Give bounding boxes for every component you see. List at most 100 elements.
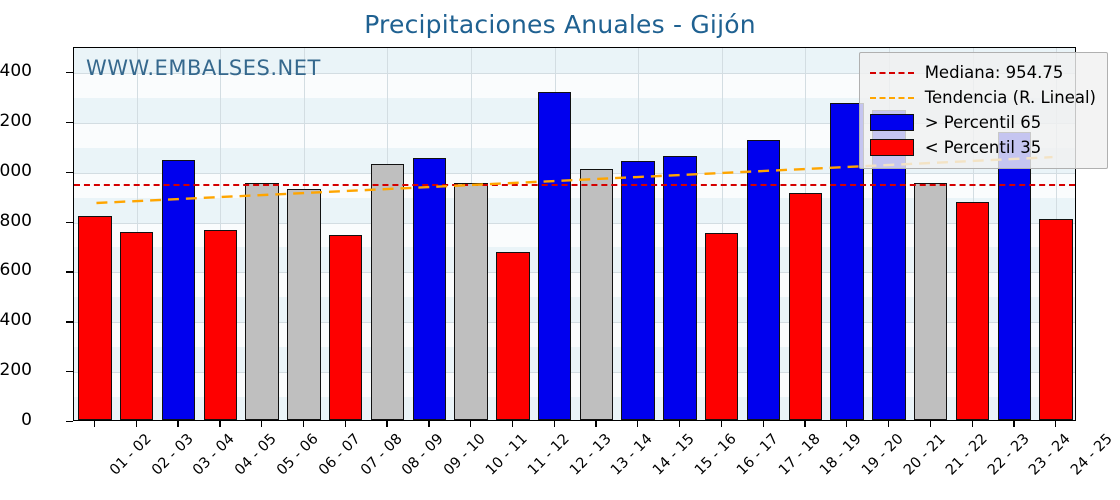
x-tick-mark bbox=[386, 421, 388, 427]
x-tick-label-06-07: 06 - 07 bbox=[315, 431, 364, 479]
y-tick-mark bbox=[66, 71, 73, 74]
x-tick-label-10-11: 10 - 11 bbox=[483, 431, 531, 479]
x-tick-mark bbox=[470, 421, 472, 427]
bar-15-16 bbox=[663, 156, 697, 420]
background-band bbox=[74, 397, 1075, 420]
bar-24-25 bbox=[1039, 219, 1073, 420]
x-tick-mark bbox=[637, 421, 639, 427]
bar-02-03 bbox=[119, 231, 154, 420]
x-tick-label-20-21: 20 - 21 bbox=[900, 431, 949, 479]
x-tick-mark bbox=[846, 421, 848, 427]
x-tick-label-04-05: 04 - 05 bbox=[232, 431, 280, 479]
background-band bbox=[74, 297, 1075, 323]
x-tick-label-16-17: 16 - 17 bbox=[733, 431, 782, 479]
y-tick-label: 1200 bbox=[0, 110, 32, 131]
bar-07-08 bbox=[328, 235, 363, 420]
legend-label-high: > Percentil 65 bbox=[924, 113, 1042, 132]
background-band bbox=[74, 247, 1075, 273]
gridline-horizontal bbox=[74, 172, 1075, 174]
y-tick-label: 400 bbox=[0, 310, 32, 331]
legend-item-trend: Tendencia (R. Lineal) bbox=[869, 85, 1096, 110]
x-tick-mark bbox=[344, 421, 346, 427]
y-tick-label: 800 bbox=[0, 210, 32, 231]
bar-17-18 bbox=[746, 140, 781, 420]
x-tick-label-11-12: 11 - 12 bbox=[524, 431, 573, 479]
x-tick-mark bbox=[1055, 421, 1057, 427]
bar-09-10 bbox=[412, 158, 446, 420]
y-tick-label: 600 bbox=[0, 260, 32, 281]
x-tick-mark bbox=[1013, 421, 1015, 427]
y-tick-mark bbox=[66, 271, 73, 273]
background-band bbox=[74, 197, 1075, 223]
y-tick-mark bbox=[66, 321, 73, 323]
trend-dash-icon bbox=[869, 96, 914, 99]
x-tick-label-09-10: 09 - 10 bbox=[441, 431, 489, 479]
gridline-horizontal bbox=[74, 272, 1075, 274]
gridline-horizontal bbox=[74, 372, 1075, 374]
bar-10-11 bbox=[454, 183, 488, 420]
x-tick-label-05-06: 05 - 06 bbox=[274, 431, 322, 479]
bar-22-23 bbox=[955, 201, 990, 420]
page-title: Precipitaciones Anuales - Gijón bbox=[364, 10, 756, 39]
x-tick-label-21-22: 21 - 22 bbox=[942, 431, 991, 479]
chart-legend: Mediana: 954.75 Tendencia (R. Lineal) > … bbox=[858, 52, 1108, 169]
median-dash-icon bbox=[869, 71, 914, 74]
bar-05-06 bbox=[245, 182, 279, 420]
x-tick-mark bbox=[428, 421, 430, 427]
legend-item-median: Mediana: 954.75 bbox=[869, 60, 1096, 85]
x-tick-mark bbox=[678, 421, 681, 427]
x-tick-label-03-04: 03 - 04 bbox=[190, 431, 239, 479]
legend-label-low: < Percentil 35 bbox=[924, 138, 1042, 157]
legend-label-trend: Tendencia (R. Lineal) bbox=[924, 88, 1096, 107]
legend-label-median: Mediana: 954.75 bbox=[924, 63, 1064, 82]
x-tick-label-12-13: 12 - 13 bbox=[566, 431, 615, 479]
x-tick-label-22-23: 22 - 23 bbox=[984, 431, 1033, 479]
x-tick-mark bbox=[804, 421, 806, 427]
y-tick-label: 1000 bbox=[0, 160, 32, 181]
y-tick-label: 1400 bbox=[0, 60, 32, 81]
bar-06-07 bbox=[287, 189, 321, 420]
x-tick-mark bbox=[219, 421, 221, 427]
x-tick-mark bbox=[720, 421, 723, 427]
gridline-horizontal bbox=[74, 222, 1075, 224]
bar-11-12 bbox=[496, 251, 530, 420]
y-tick-mark bbox=[66, 121, 73, 124]
x-tick-mark bbox=[135, 421, 137, 427]
x-tick-mark bbox=[595, 421, 597, 427]
x-tick-label-07-08: 07 - 08 bbox=[357, 431, 406, 479]
x-tick-mark bbox=[971, 421, 973, 427]
x-tick-mark bbox=[887, 421, 890, 427]
median-line bbox=[74, 183, 1075, 186]
bar-14-15 bbox=[621, 160, 655, 420]
x-tick-label-23-24: 23 - 24 bbox=[1026, 431, 1074, 479]
watermark-text: WWW.EMBALSES.NET bbox=[86, 56, 321, 80]
bar-16-17 bbox=[705, 233, 739, 420]
x-tick-mark bbox=[177, 421, 179, 427]
x-tick-label-02-03: 02 - 03 bbox=[148, 431, 197, 479]
x-tick-mark bbox=[93, 421, 96, 427]
bar-21-22 bbox=[914, 183, 948, 420]
x-tick-mark bbox=[929, 421, 932, 427]
low-swatch-icon bbox=[869, 139, 914, 156]
x-tick-mark bbox=[553, 421, 555, 427]
bar-23-24 bbox=[997, 132, 1032, 420]
x-tick-mark bbox=[762, 421, 764, 427]
bar-03-04 bbox=[161, 159, 196, 420]
x-tick-mark bbox=[302, 421, 305, 427]
gridline-horizontal bbox=[74, 122, 1075, 124]
gridline-horizontal bbox=[74, 322, 1075, 324]
gridline-horizontal bbox=[74, 72, 1075, 74]
bar-18-19 bbox=[788, 192, 823, 420]
x-tick-label-19-20: 19 - 20 bbox=[859, 431, 907, 479]
bar-13-14 bbox=[579, 168, 614, 420]
bar-01-02 bbox=[78, 215, 112, 420]
x-tick-mark bbox=[511, 421, 514, 427]
x-tick-mark bbox=[261, 421, 263, 427]
y-tick-label: 200 bbox=[0, 360, 32, 381]
y-tick-mark bbox=[66, 171, 73, 173]
x-tick-label-08-09: 08 - 09 bbox=[399, 431, 448, 479]
high-swatch-icon bbox=[869, 114, 914, 131]
x-tick-label-13-14: 13 - 14 bbox=[608, 431, 657, 479]
bar-08-09 bbox=[370, 163, 405, 420]
